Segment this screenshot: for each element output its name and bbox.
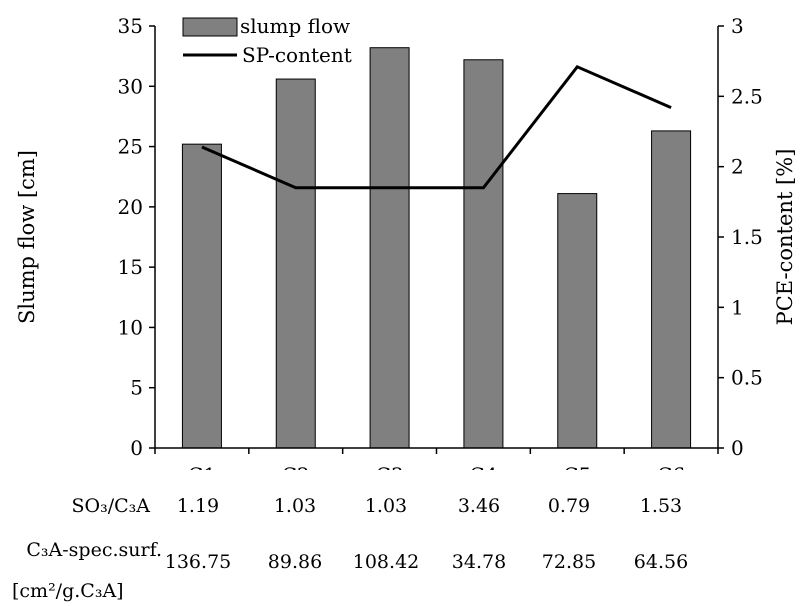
y2-tick-label: 0.5: [731, 366, 763, 390]
y-tick-label: 35: [118, 14, 143, 38]
y2-tick-label: 2.5: [731, 84, 763, 108]
table-cell: 72.85: [541, 551, 597, 573]
x-tick-label: C4: [469, 463, 497, 470]
y2-tick-label: 1.5: [731, 225, 763, 249]
table-cell: 108.42: [352, 551, 420, 573]
unit-label: [cm²/g.C₃A]: [12, 580, 124, 602]
y2-tick-label: 1: [731, 295, 744, 319]
sp-content-line: [201, 64, 672, 190]
x-tick-label: C1: [188, 463, 216, 470]
table-cell: 64.56: [633, 551, 689, 573]
y-tick-label: 0: [130, 436, 143, 460]
y-tick-label: 30: [118, 74, 143, 98]
x-tick-label: C2: [282, 463, 310, 470]
y-tick-label: 5: [130, 376, 143, 400]
x-tick-label: C6: [657, 463, 685, 470]
legend: slump flow SP-content: [182, 14, 352, 67]
chart: 0510152025303500.511.522.53C1C2C3C4C5C6 …: [15, 14, 797, 470]
legend-swatch-slump-flow: [182, 17, 238, 37]
y-tick-label: 20: [118, 195, 143, 219]
sp-content-line-group: [201, 64, 672, 190]
table-cell: 89.86: [267, 551, 323, 573]
table-cell: 136.75: [164, 551, 232, 573]
y-axis-label: Slump flow [cm]: [15, 150, 39, 324]
table-cell: 34.78: [451, 551, 507, 573]
bar-c4: [463, 59, 504, 449]
row-label-c3a-spec-surf: C₃A-spec.surf.: [26, 539, 162, 561]
x-tick-label: C5: [563, 463, 591, 470]
table-cell: 0.79: [547, 495, 591, 517]
table-cell: 1.53: [639, 495, 683, 517]
legend-label-sp-content: SP-content: [242, 43, 352, 67]
table-cell: 1.19: [176, 495, 220, 517]
table-cell: 1.03: [273, 495, 317, 517]
axes-group: 0 5 10 15 20 25 30 35 0 0.5 1 1.5 2 2.5 3 C1 C2 C3 C4 C5 C6: [118, 14, 763, 470]
y2-axis-label: PCE-content [%]: [773, 149, 797, 326]
y-tick-label: 25: [118, 135, 143, 159]
bar-c1: [181, 143, 222, 449]
row-label-so3-c3a: SO₃/C₃A: [71, 495, 151, 517]
legend-label-slump-flow: slump flow: [240, 14, 350, 38]
table-cell: 1.03: [364, 495, 408, 517]
y2-tick-label: 0: [731, 436, 744, 460]
table-cell: 3.46: [457, 495, 501, 517]
bars-group: [181, 47, 692, 449]
bar-c6: [651, 130, 692, 449]
bar-c3: [369, 47, 410, 449]
y-tick-label: 15: [118, 255, 143, 279]
bar-c2: [275, 78, 316, 449]
x-tick-label: C3: [376, 463, 404, 470]
y2-tick-label: 3: [731, 14, 744, 38]
y2-tick-label: 2: [731, 155, 744, 179]
y-tick-label: 10: [118, 315, 143, 339]
